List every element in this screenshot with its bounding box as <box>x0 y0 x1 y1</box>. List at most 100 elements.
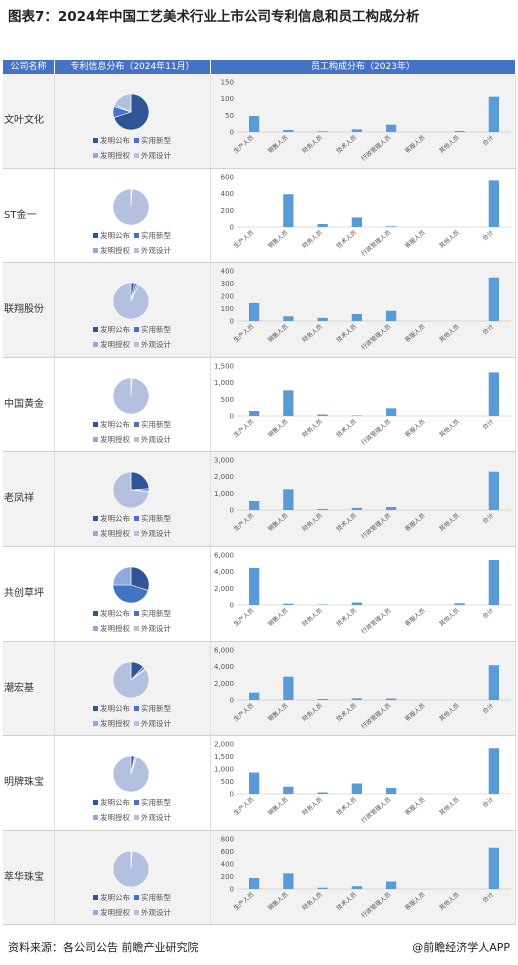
legend-swatch <box>134 909 139 915</box>
legend-swatch <box>134 610 139 616</box>
x-tick-label: 客服人员 <box>403 228 427 250</box>
x-tick-label: 生产人员 <box>232 417 256 439</box>
staff-bar <box>283 316 294 322</box>
x-tick-label: 销售人员 <box>266 701 290 723</box>
y-tick-label: 1,000 <box>214 379 234 387</box>
pie-slice <box>130 566 150 591</box>
legend-swatch <box>134 421 139 427</box>
staff-cell: 0 500 1,000 1,500 2,000 生产人员 销售人员 财务人员 技术人员 行政管理人… <box>211 736 516 830</box>
staff-bar <box>488 559 500 605</box>
y-tick-label: 0 <box>230 318 234 326</box>
pie-slice <box>112 188 150 225</box>
y-tick-label: 400 <box>221 860 234 868</box>
legend-label: 发明公布 <box>100 325 130 335</box>
table-row: 中国黄金 发明公布 实用新型 发明授权 外观设计 0 500 1,000 1,500 生产人员 销售… <box>3 357 516 453</box>
y-tick-label: 200 <box>221 873 234 881</box>
header-company: 公司名称 <box>3 60 55 74</box>
staff-bar <box>351 783 363 795</box>
y-tick-label: 0 <box>230 791 234 799</box>
x-tick-label: 销售人员 <box>266 228 290 250</box>
y-tick-label: 150 <box>221 79 234 87</box>
x-tick-label: 行政管理人员 <box>360 417 393 446</box>
patent-cell: 发明公布 实用新型 发明授权 外观设计 <box>55 641 211 736</box>
company-name: 老凤祥 <box>3 452 55 546</box>
y-tick-label: 600 <box>221 173 234 181</box>
x-tick-label: 销售人员 <box>266 890 290 912</box>
x-tick-label: 合计 <box>481 796 495 810</box>
y-tick-label: 100 <box>221 305 234 313</box>
legend-swatch <box>93 894 98 900</box>
patent-cell: 发明公布 实用新型 发明授权 外观设计 <box>55 736 211 830</box>
legend-label: 发明公布 <box>100 230 130 240</box>
legend-swatch <box>93 720 98 726</box>
x-tick-label: 财务人员 <box>300 796 324 818</box>
legend-label: 发明授权 <box>100 813 130 823</box>
pie-legend: 发明授权 外观设计 <box>93 340 171 350</box>
company-name: 文叶文化 <box>3 74 55 168</box>
x-tick-label: 行政管理人员 <box>360 890 393 919</box>
x-tick-label: 生产人员 <box>232 606 256 628</box>
legend-label: 实用新型 <box>141 419 171 429</box>
staff-bar-chart: 0 2,000 4,000 6,000 生产人员 销售人员 财务人员 技术人员 行政管理人员 客服… <box>214 551 511 636</box>
patent-pie-chart <box>112 566 150 604</box>
staff-bar <box>248 772 260 795</box>
legend-label: 发明授权 <box>100 718 130 728</box>
table-row: 老凤祥 发明公布 实用新型 发明授权 外观设计 0 1,000 2,000 3,000 生产人员销… <box>3 452 516 547</box>
staff-bar <box>488 847 500 889</box>
legend-label: 发明授权 <box>100 434 130 444</box>
table-row: 明牌珠宝 发明公布 实用新型 发明授权 外观设计 0 500 1,000 1,500 2,000 生… <box>3 736 516 831</box>
x-tick-label: 财务人员 <box>300 417 324 439</box>
legend-swatch <box>93 625 98 631</box>
y-tick-label: 3,000 <box>214 457 234 465</box>
staff-bar <box>317 509 328 511</box>
y-tick-label: 400 <box>221 190 234 198</box>
staff-cell: 0 50 100 150 生产人员 销售人员 财务人员 技术人员 行政管理人员 客服人员 其他人员 合… <box>211 74 516 168</box>
staff-bar <box>385 408 397 416</box>
x-tick-label: 其他人员 <box>437 323 461 345</box>
legend-swatch <box>134 625 139 631</box>
x-tick-label: 客服人员 <box>403 417 427 439</box>
legend-label: 发明公布 <box>100 703 130 713</box>
y-tick-label: 0 <box>230 885 234 893</box>
company-name: 联翔股份 <box>3 263 55 357</box>
page-title: 图表7：2024年中国工艺美术行业上市公司专利信息和员工构成分析 <box>8 9 420 25</box>
staff-bar <box>248 567 260 605</box>
x-tick-label: 生产人员 <box>232 323 256 345</box>
legend-swatch <box>93 232 98 238</box>
x-tick-label: 合计 <box>481 701 495 715</box>
staff-bar <box>351 602 363 605</box>
legend-swatch <box>134 800 139 806</box>
pie-legend: 发明公布 实用新型 <box>93 514 171 524</box>
table-body: 文叶文化 发明公布 实用新型 发明授权 外观设计 0 50 100 150 生产人员 销售人员 财务人… <box>3 74 516 926</box>
legend-swatch <box>134 327 139 333</box>
source-note: 资料来源：各公司公告 前瞻产业研究院 <box>8 941 199 954</box>
x-tick-label: 合计 <box>481 890 495 904</box>
x-tick-label: 财务人员 <box>300 701 324 723</box>
staff-bar <box>454 131 465 132</box>
staff-bar <box>385 698 397 700</box>
y-tick-label: 100 <box>221 95 234 103</box>
staff-bar <box>454 603 465 605</box>
legend-swatch <box>93 800 98 806</box>
staff-bar <box>385 788 397 795</box>
staff-bar <box>248 410 260 416</box>
patent-cell: 发明公布 实用新型 发明授权 外观设计 <box>55 357 211 452</box>
y-tick-label: 4,000 <box>214 568 234 576</box>
staff-bar <box>385 881 397 889</box>
x-tick-label: 其他人员 <box>437 417 461 439</box>
x-tick-label: 行政管理人员 <box>360 606 393 635</box>
legend-swatch <box>134 720 139 726</box>
patent-pie-chart <box>112 377 150 415</box>
staff-bar <box>488 472 500 511</box>
legend-label: 发明公布 <box>100 798 130 808</box>
legend-swatch <box>134 436 139 442</box>
staff-bar <box>317 131 328 132</box>
staff-bar-chart: 0 500 1,000 1,500 生产人员 销售人员 财务人员 技术人员 行政管理人员 客服人员… <box>214 362 511 446</box>
table-row: 共创草坪 发明公布 实用新型 发明授权 外观设计 0 2,000 4,000 6,000 生产人员… <box>3 546 516 642</box>
pie-slice <box>112 755 150 793</box>
y-tick-label: 0 <box>230 601 234 609</box>
staff-bar <box>283 390 294 416</box>
legend-swatch <box>93 436 98 442</box>
legend-label: 发明授权 <box>100 623 130 633</box>
y-tick-label: 0 <box>230 129 234 137</box>
